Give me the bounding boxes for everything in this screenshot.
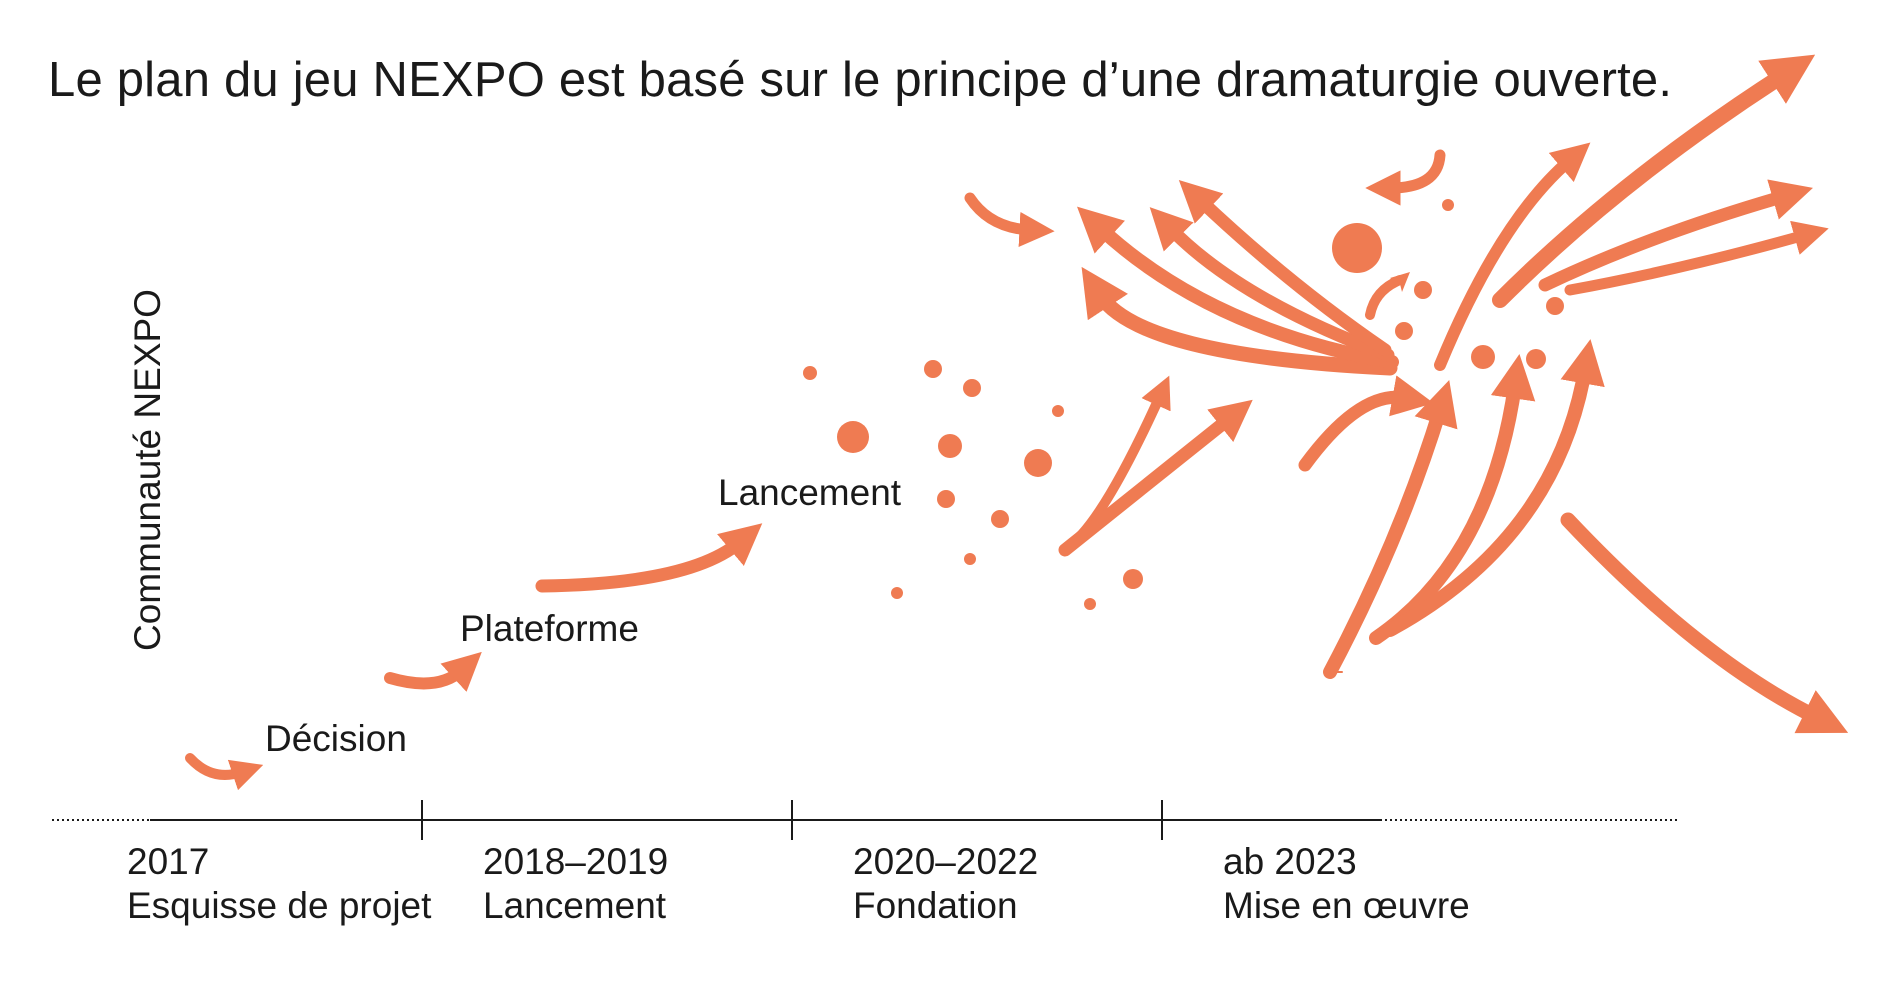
timeline-axis [52,800,1680,840]
milestone-lancement: Lancement [718,472,902,513]
period-phase: Esquisse de projet [127,885,432,926]
period-2017: 2017 Esquisse de projet [127,840,431,928]
period-phase: Mise en œuvre [1223,885,1470,926]
community-dots [803,199,1564,610]
milestone-plateforme: Plateforme [460,608,639,649]
period-phase: Fondation [853,885,1018,926]
period-2018-2019: 2018–2019 Lancement [483,840,668,928]
arrow-decision [185,753,264,791]
milestone-decision: Décision [265,718,407,759]
period-ab-2023: ab 2023 Mise en œuvre [1223,840,1470,928]
period-year: ab 2023 [1223,841,1357,882]
arrow-lancement [535,523,763,593]
y-axis-label: Communauté NEXPO [127,289,168,651]
period-year: 2017 [127,841,210,882]
period-year: 2018–2019 [483,841,669,882]
growth-arrows [185,54,1849,791]
period-2020-2022: 2020–2022 Fondation [853,840,1038,928]
period-phase: Lancement [483,885,667,926]
period-year: 2020–2022 [853,841,1039,882]
arrow-plateforme [384,651,482,692]
diagram-title: Le plan du jeu NEXPO est basé sur le pri… [48,53,1673,107]
